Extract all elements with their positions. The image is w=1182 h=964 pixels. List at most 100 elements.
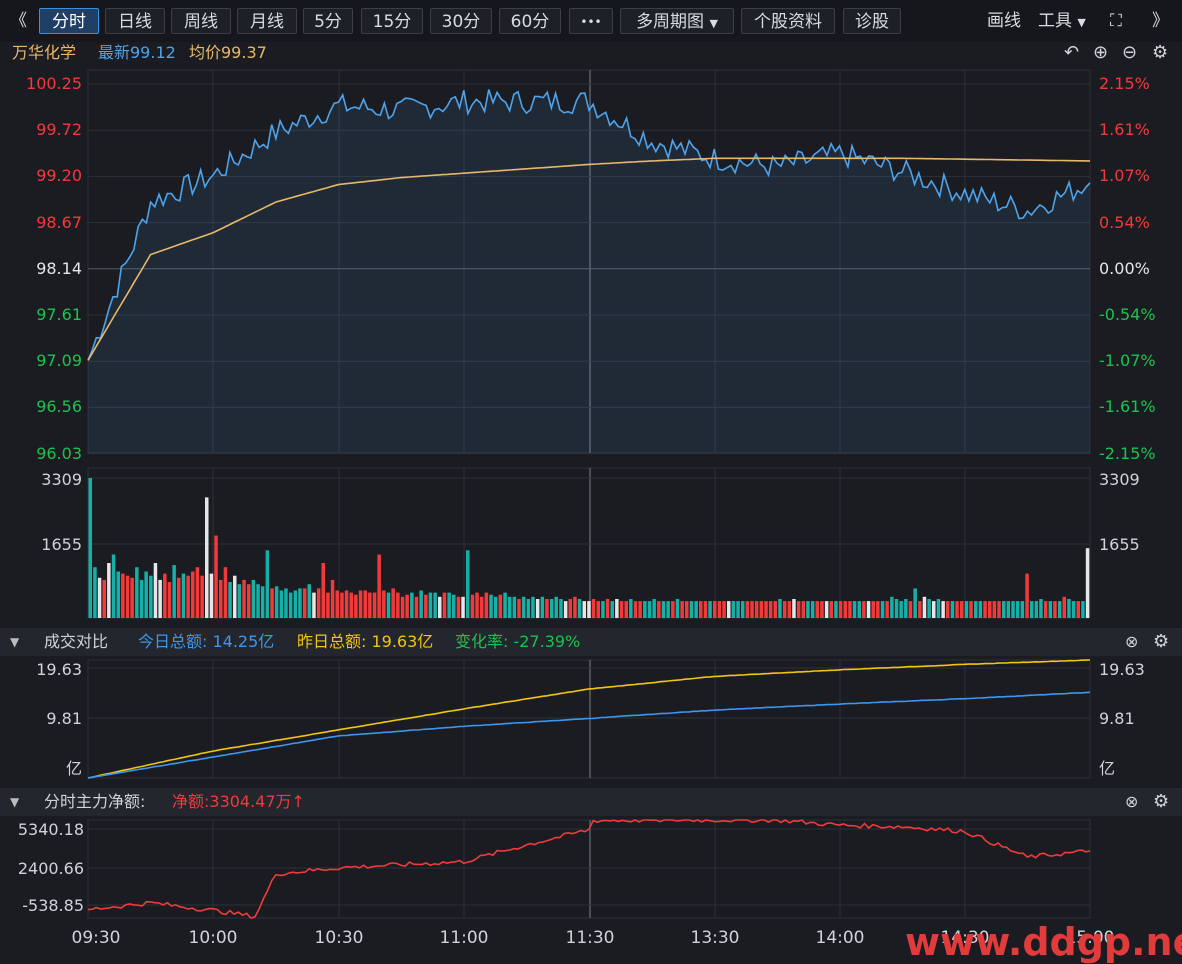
volume-bar: [1071, 601, 1076, 618]
turnover-panel-bar: ▼ 成交对比 今日总额: 14.25亿 昨日总额: 19.63亿 变化率: -2…: [0, 628, 1182, 656]
volume-bar: [750, 601, 754, 618]
volume-bar: [936, 599, 941, 618]
time-tick-label: 13:30: [690, 928, 740, 948]
volume-bar: [298, 588, 302, 618]
volume-tick-label: 3309: [1099, 470, 1140, 489]
volume-bar: [727, 601, 731, 618]
time-tick-label: 11:00: [439, 928, 489, 948]
volume-bar: [773, 601, 778, 618]
forward-icon[interactable]: 》: [1152, 11, 1169, 31]
zoom-in-icon[interactable]: ⊕: [1093, 42, 1109, 63]
volume-bar: [563, 601, 568, 618]
volume-bar: [489, 594, 493, 618]
volume-bar: [139, 579, 144, 618]
volume-tick-label: 1655: [41, 535, 82, 554]
volume-bar: [894, 599, 899, 618]
diagnose-button[interactable]: 诊股: [843, 8, 901, 34]
volume-bar: [540, 596, 545, 618]
volume-bar: [629, 599, 633, 618]
fullscreen-icon[interactable]: ⛶: [1110, 11, 1122, 31]
volume-bar: [619, 601, 624, 618]
volume-bar: [848, 601, 852, 618]
volume-bar: [358, 590, 363, 618]
volume-bar: [377, 554, 381, 618]
volume-bar: [535, 599, 540, 618]
volume-bar: [177, 577, 181, 618]
tab-5min[interactable]: 5分: [303, 8, 353, 34]
price-tick-label: 97.09: [36, 351, 82, 371]
multi-period-dropdown[interactable]: 多周期图 ▼: [620, 8, 734, 34]
percent-tick-label: -2.15%: [1099, 443, 1156, 463]
volume-bar: [442, 592, 447, 618]
volume-bar: [372, 592, 377, 618]
tools-dropdown[interactable]: 工具 ▼: [1038, 8, 1086, 34]
volume-bar: [955, 601, 959, 618]
draw-line-button[interactable]: 画线: [987, 11, 1021, 31]
change-rate: 变化率: -27.39%: [455, 632, 581, 651]
stock-name: 万华化学: [12, 43, 77, 62]
volume-bar: [1076, 601, 1080, 618]
stock-profile-button[interactable]: 个股资料: [741, 8, 835, 34]
latest-price: 最新99.12: [98, 43, 176, 62]
volume-bar: [200, 575, 204, 618]
volume-bar: [792, 599, 796, 618]
close-icon[interactable]: ⊗: [1125, 632, 1139, 651]
volume-bar: [838, 601, 843, 618]
volume-bar: [708, 601, 712, 618]
volume-bar: [452, 594, 456, 618]
volume-bar: [302, 588, 307, 618]
tab-weekly[interactable]: 周线: [171, 8, 231, 34]
volume-bar: [703, 601, 708, 618]
tab-monthly[interactable]: 月线: [237, 8, 297, 34]
volume-bar: [279, 590, 284, 618]
volume-bar: [997, 601, 1001, 618]
more-button[interactable]: •••: [569, 8, 613, 34]
volume-bar: [927, 599, 931, 618]
close-icon[interactable]: ⊗: [1125, 792, 1139, 811]
gear-icon[interactable]: ⚙: [1153, 631, 1170, 652]
zoom-out-icon[interactable]: ⊖: [1122, 42, 1138, 63]
volume-bar: [857, 601, 861, 618]
back-icon[interactable]: 《: [10, 11, 27, 31]
volume-bar: [689, 601, 694, 618]
price-tick-label: 97.61: [36, 305, 82, 324]
tab-daily[interactable]: 日线: [105, 8, 165, 34]
volume-bar: [759, 601, 764, 618]
volume-tick-label: 1655: [1099, 535, 1140, 554]
tab-60min[interactable]: 60分: [499, 8, 561, 34]
collapse-icon[interactable]: ▼: [10, 795, 20, 809]
volume-bar: [368, 592, 372, 618]
average-price: 均价99.37: [189, 43, 267, 62]
mainflow-panel-bar: ▼ 分时主力净额: 净额:3304.47万↑ ⊗ ⚙: [0, 788, 1182, 816]
volume-bar: [382, 590, 386, 618]
volume-bar: [694, 601, 698, 618]
tab-30min[interactable]: 30分: [430, 8, 492, 34]
volume-bar: [596, 601, 600, 618]
volume-tick-label: 3309: [41, 470, 82, 489]
turnover-tick-label: 亿: [65, 759, 82, 778]
time-tick-label: 10:30: [314, 928, 364, 948]
volume-bar: [941, 601, 945, 618]
price-area: [88, 89, 1090, 453]
volume-bar: [722, 601, 726, 618]
volume-bar: [344, 590, 349, 618]
volume-bar: [158, 579, 162, 618]
undo-icon[interactable]: ↶: [1064, 42, 1080, 63]
tab-intraday[interactable]: 分时: [39, 8, 99, 34]
gear-icon[interactable]: ⚙: [1153, 791, 1170, 812]
turnover-tick-label: 19.63: [1099, 660, 1145, 679]
volume-bar: [946, 601, 950, 618]
volume-bar: [1048, 601, 1053, 618]
volume-bar: [862, 601, 866, 618]
volume-bar: [163, 573, 167, 618]
volume-bar: [116, 571, 120, 618]
volume-bar: [605, 599, 610, 618]
tab-15min[interactable]: 15分: [361, 8, 423, 34]
gear-icon[interactable]: ⚙: [1152, 42, 1169, 63]
turnover-title: 成交对比: [44, 632, 109, 651]
volume-bar: [666, 601, 670, 618]
volume-bar: [1002, 601, 1006, 618]
volume-bar: [316, 588, 321, 618]
volume-bar: [410, 592, 414, 618]
collapse-icon[interactable]: ▼: [10, 635, 20, 649]
